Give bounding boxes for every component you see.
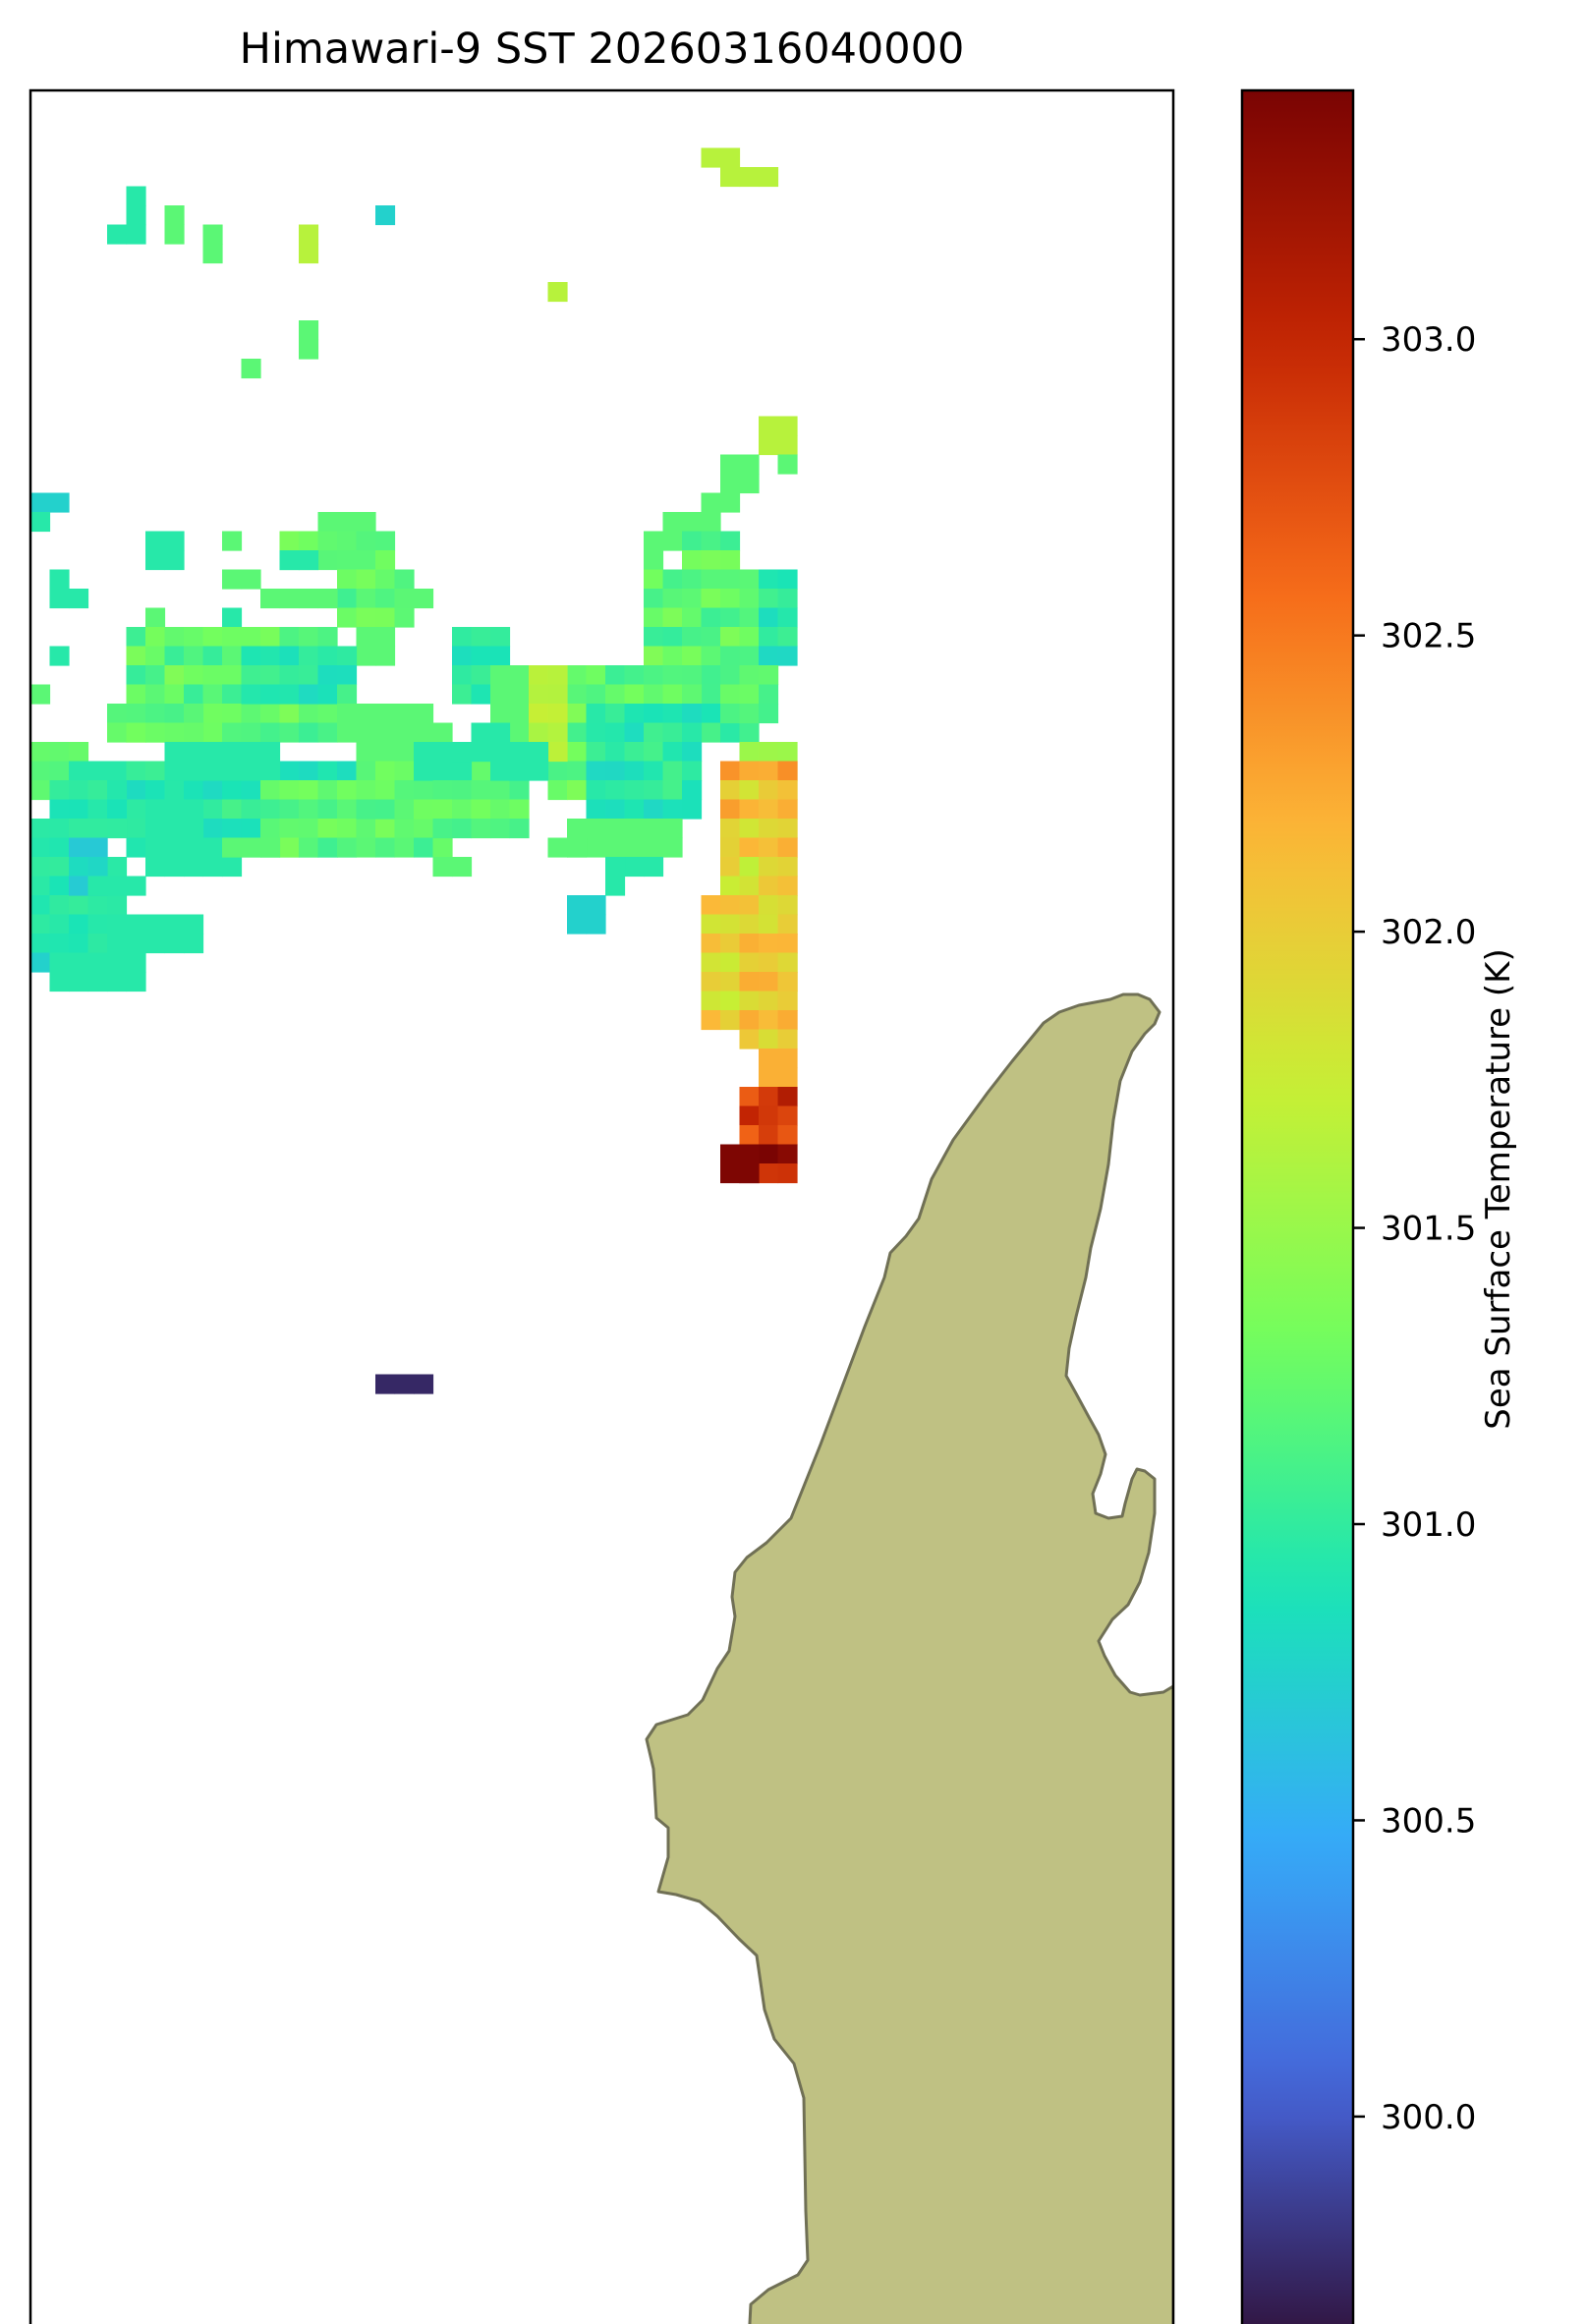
colorbar-tick-label: 300.0 — [1381, 2098, 1476, 2137]
map-frame — [28, 88, 1175, 2324]
map-title: Himawari-9 SST 20260316040000 — [239, 25, 965, 74]
colorbar: 300.0 300.5 301.0 301.5 302.0 302.5 303.0 — [1240, 88, 1476, 2324]
colorbar-tick-label: 303.0 — [1381, 320, 1476, 360]
land-mass — [645, 992, 1173, 2324]
colorbar-tick-label: 300.5 — [1381, 1801, 1476, 1841]
colorbar-tick-label: 302.5 — [1381, 617, 1476, 656]
colorbar-tick-label: 301.0 — [1381, 1505, 1476, 1545]
sst-data-pixels — [30, 147, 798, 1394]
colorbar-tick-label: 302.0 — [1381, 913, 1476, 952]
colorbar-gradient — [1240, 88, 1355, 2324]
colorbar-tick-label: 301.5 — [1381, 1210, 1476, 1249]
